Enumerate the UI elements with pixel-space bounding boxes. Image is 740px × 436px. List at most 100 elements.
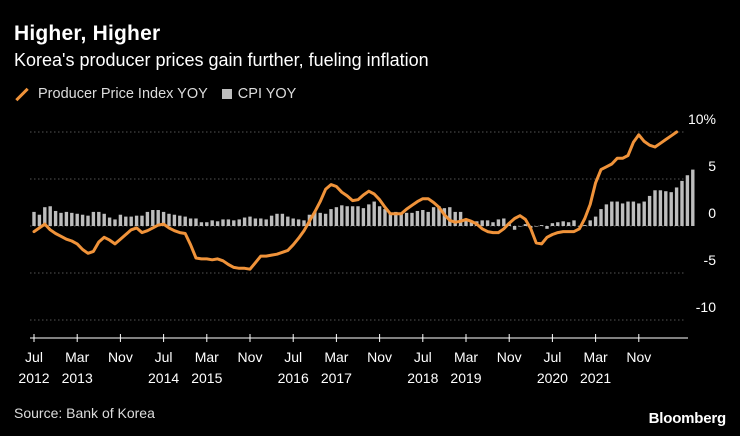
- cpi-legend-label: CPI YOY: [237, 86, 297, 102]
- cpi-bar: [248, 216, 252, 226]
- x-tick-label: Nov: [238, 349, 263, 365]
- y-tick-label: 5: [708, 158, 716, 174]
- cpi-bar: [669, 192, 673, 226]
- cpi-bar: [658, 190, 663, 226]
- cpi-bar: [561, 221, 565, 226]
- x-tick-label: Nov: [626, 349, 651, 365]
- cpi-bar: [404, 212, 409, 226]
- cpi-bar: [178, 215, 182, 226]
- cpi-bar: [485, 220, 490, 226]
- cpi-bar: [588, 220, 592, 226]
- cpi-bar: [361, 208, 366, 226]
- cpi-bar: [442, 208, 447, 226]
- x-tick-year-label: 2013: [62, 370, 93, 386]
- cpi-bar: [226, 219, 231, 226]
- cpi-bar: [383, 209, 387, 226]
- x-tick-label: Jul: [414, 349, 432, 365]
- cpi-bar: [334, 207, 339, 226]
- y-tick-label: 0: [708, 205, 716, 221]
- cpi-bar: [296, 219, 301, 226]
- cpi-bar: [318, 212, 322, 226]
- cpi-bar: [437, 206, 441, 226]
- cpi-bar: [269, 215, 274, 226]
- cpi-bar: [572, 220, 576, 226]
- cpi-bar: [286, 216, 290, 226]
- cpi-bar: [151, 210, 155, 226]
- cpi-bar: [653, 190, 657, 226]
- cpi-bar: [129, 216, 133, 226]
- cpi-bar: [323, 213, 328, 226]
- cpi-bar: [453, 211, 457, 226]
- cpi-bar: [221, 219, 225, 226]
- cpi-bar: [372, 201, 376, 226]
- cpi-bar: [102, 213, 106, 226]
- cpi-bar: [615, 201, 619, 226]
- ppi-legend-label: Producer Price Index YOY: [38, 86, 208, 102]
- cpi-bar: [523, 224, 528, 226]
- cpi-bar: [242, 217, 247, 226]
- cpi-bar: [80, 214, 85, 226]
- cpi-bar: [394, 211, 398, 226]
- cpi-bar: [464, 218, 468, 226]
- cpi-bar: [340, 205, 344, 226]
- source-note: Source: Bank of Korea: [14, 405, 155, 421]
- cpi-bar: [86, 215, 90, 226]
- cpi-bar: [113, 219, 117, 226]
- cpi-bar: [264, 219, 268, 226]
- x-tick-year-label: 2012: [18, 370, 49, 386]
- cpi-bar: [145, 211, 150, 226]
- cpi-bar: [291, 218, 295, 226]
- x-tick-label: Jul: [155, 349, 173, 365]
- cpi-bar: [410, 212, 414, 226]
- x-tick-year-label: 2020: [537, 370, 568, 386]
- cpi-bar: [59, 212, 63, 226]
- cpi-bar: [458, 211, 463, 226]
- cpi-bar: [107, 217, 112, 226]
- cpi-bar: [637, 203, 641, 226]
- cpi-bar: [431, 207, 436, 226]
- x-tick-label: Nov: [497, 349, 522, 365]
- cpi-bar: [647, 195, 652, 226]
- cpi-bar: [172, 214, 177, 226]
- cpi-legend-swatch: [221, 89, 232, 99]
- cpi-bar: [64, 211, 69, 226]
- ppi-line: [32, 130, 679, 271]
- x-tick-label: Nov: [367, 349, 392, 365]
- cpi-bar: [415, 210, 420, 226]
- cpi-bar: [599, 209, 603, 226]
- y-tick-label: -10: [696, 299, 716, 315]
- x-tick-label: Mar: [584, 349, 608, 365]
- cpi-bar: [480, 220, 484, 226]
- cpi-bar: [313, 211, 317, 226]
- cpi-bar: [124, 216, 128, 226]
- cpi-bar: [556, 222, 560, 226]
- cpi-bar: [194, 218, 198, 226]
- x-tick-label: Nov: [108, 349, 133, 365]
- cpi-bar: [275, 213, 279, 226]
- cpi-bar: [53, 210, 58, 226]
- x-tick-label: Mar: [324, 349, 348, 365]
- bloomberg-logo: Bloomberg: [648, 410, 727, 427]
- cpi-bar: [550, 223, 555, 226]
- cpi-bar: [593, 216, 598, 226]
- cpi-bar: [620, 203, 625, 226]
- cpi-bar: [685, 175, 690, 226]
- cpi-bar: [642, 201, 646, 226]
- cpi-bar: [518, 226, 522, 227]
- cpi-bar: [205, 222, 209, 226]
- cpi-bar: [680, 180, 684, 226]
- x-tick-year-label: 2016: [278, 370, 309, 386]
- x-tick-year-label: 2018: [407, 370, 438, 386]
- cpi-bar: [329, 209, 333, 226]
- cpi-bar: [469, 221, 474, 226]
- cpi-bar: [356, 206, 360, 226]
- x-tick-label: Mar: [454, 349, 478, 365]
- cpi-bar: [188, 218, 193, 226]
- cpi-bar: [199, 222, 204, 226]
- cpi-bar: [70, 212, 74, 226]
- chart-title: Higher, Higher: [14, 22, 161, 45]
- cpi-bar: [97, 211, 101, 226]
- cpi-bar: [399, 212, 403, 226]
- cpi-bar: [691, 169, 695, 226]
